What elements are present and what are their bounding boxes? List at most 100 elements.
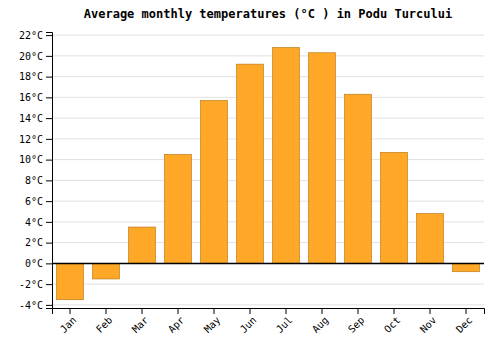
bar xyxy=(93,263,120,279)
x-axis-line xyxy=(53,309,485,315)
grid-line xyxy=(52,138,484,139)
y-tick-mark xyxy=(46,77,52,78)
grid-line xyxy=(52,97,484,98)
y-tick: 0°C xyxy=(25,258,52,269)
grid-line xyxy=(52,55,484,56)
grid-line xyxy=(52,284,484,285)
y-tick-label: 22°C xyxy=(19,30,43,41)
y-axis: -4°C -2°C 0°C 2°C 4°C 6°C 8°C 10°C 12°C 14°C 16°C 1… xyxy=(19,30,53,311)
x-tick-label: Sep xyxy=(346,314,367,335)
y-tick-mark xyxy=(46,35,52,36)
x-tick: Nov xyxy=(418,308,439,335)
y-axis-line xyxy=(46,33,53,309)
grid-line xyxy=(52,118,484,119)
x-tick-mark xyxy=(322,308,323,314)
grid-line xyxy=(52,76,484,77)
y-tick: 16°C xyxy=(19,92,52,103)
bar xyxy=(453,263,480,271)
x-tick-label: Feb xyxy=(94,314,115,335)
x-tick-mark xyxy=(466,308,467,314)
x-tick: Jun xyxy=(238,308,259,335)
title: Average monthly temperatures (°C ) in Po… xyxy=(84,7,452,21)
x-tick: Jul xyxy=(274,308,295,335)
x-tick: Jan xyxy=(58,308,79,335)
bar xyxy=(381,152,408,263)
y-tick-label: 16°C xyxy=(19,92,43,103)
x-tick-mark xyxy=(178,308,179,314)
x-tick: May xyxy=(202,308,223,335)
y-tick-mark xyxy=(46,263,52,264)
x-tick-label: Jun xyxy=(238,314,259,335)
grid xyxy=(52,35,484,305)
bar xyxy=(57,263,84,299)
bar xyxy=(237,64,264,263)
x-tick-mark xyxy=(358,308,359,314)
x-tick-label: Dec xyxy=(454,314,475,335)
y-tick: 6°C xyxy=(25,196,52,207)
grid-line xyxy=(52,35,484,36)
x-tick-label: Nov xyxy=(418,314,439,335)
y-tick: 22°C xyxy=(19,30,52,41)
y-tick-label: -4°C xyxy=(19,300,43,311)
bar xyxy=(345,94,372,263)
y-tick: 10°C xyxy=(19,154,52,165)
y-tick-label: 14°C xyxy=(19,113,43,124)
x-tick-mark xyxy=(70,308,71,314)
chart: -4°C -2°C 0°C 2°C 4°C 6°C 8°C 10°C 12°C 14°C 16°C 1… xyxy=(0,0,500,350)
y-tick-mark xyxy=(46,284,52,285)
y-tick-label: 18°C xyxy=(19,71,43,82)
y-tick: 20°C xyxy=(19,51,52,62)
y-tick-label: 6°C xyxy=(25,196,43,207)
grid-line xyxy=(52,263,484,264)
x-tick: Sep xyxy=(346,308,367,335)
y-tick: 4°C xyxy=(25,217,52,228)
y-tick: -4°C xyxy=(19,300,52,311)
grid-line xyxy=(52,201,484,202)
y-tick-label: 2°C xyxy=(25,237,43,248)
y-tick-label: 8°C xyxy=(25,175,43,186)
x-tick-label: Aug xyxy=(310,314,331,335)
bars xyxy=(52,48,484,300)
bar xyxy=(309,53,336,264)
x-tick-label: Jul xyxy=(274,314,295,335)
x-tick-label: Jan xyxy=(58,314,79,335)
y-tick: -2°C xyxy=(19,279,52,290)
bar xyxy=(417,214,444,264)
y-tick-mark xyxy=(46,305,52,306)
x-tick-mark xyxy=(250,308,251,314)
y-tick-label: 4°C xyxy=(25,217,43,228)
y-tick-mark xyxy=(46,201,52,202)
x-tick-label: Apr xyxy=(166,314,187,335)
x-tick: Oct xyxy=(382,308,403,335)
y-tick-mark xyxy=(46,160,52,161)
y-tick-label: 12°C xyxy=(19,134,43,145)
x-axis: Jan Feb Mar Apr May Jun Jul Aug Sep Oct Nov Dec xyxy=(53,308,485,335)
x-tick-mark xyxy=(106,308,107,314)
x-tick: Apr xyxy=(166,308,187,335)
grid-line xyxy=(52,180,484,181)
x-tick: Aug xyxy=(310,308,331,335)
y-tick: 8°C xyxy=(25,175,52,186)
x-tick-mark xyxy=(214,308,215,314)
x-tick-mark xyxy=(394,308,395,314)
y-tick-mark xyxy=(46,243,52,244)
x-tick-label: May xyxy=(202,314,223,335)
bar xyxy=(129,227,156,263)
y-tick-label: 10°C xyxy=(19,154,43,165)
bar xyxy=(165,154,192,263)
y-tick: 18°C xyxy=(19,71,52,82)
x-tick-mark xyxy=(430,308,431,314)
y-tick-label: 20°C xyxy=(19,51,43,62)
grid-line xyxy=(52,304,484,305)
y-tick-mark xyxy=(46,97,52,98)
y-tick-label: 0°C xyxy=(25,258,43,269)
y-tick-mark xyxy=(46,222,52,223)
x-tick-mark xyxy=(286,308,287,314)
y-tick-label: -2°C xyxy=(19,279,43,290)
grid-line xyxy=(52,159,484,160)
y-tick: 2°C xyxy=(25,237,52,248)
x-tick-label: Mar xyxy=(130,314,151,335)
x-tick-mark xyxy=(142,308,143,314)
plot-area: -4°C -2°C 0°C 2°C 4°C 6°C 8°C 10°C 12°C 14°C 16°C 1… xyxy=(19,30,485,335)
y-tick: 14°C xyxy=(19,113,52,124)
